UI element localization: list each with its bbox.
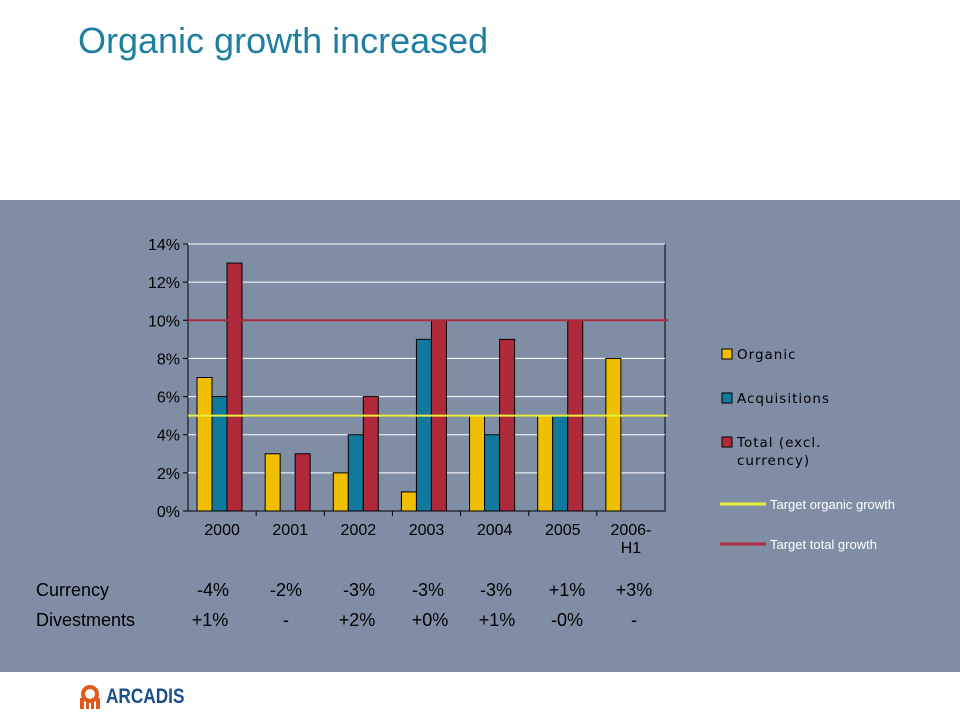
divestments-cell: - [631, 610, 637, 630]
bar-organic-2006-h1 [605, 357, 622, 512]
arcadis-logo-icon [80, 685, 100, 709]
currency-row-label: Currency [36, 580, 110, 600]
currency-cell: +1% [548, 580, 586, 600]
divestments-cell: +1% [478, 610, 516, 630]
x-tick-label: 2003 [409, 522, 445, 539]
bar-organic-2002 [332, 472, 349, 512]
divestments-cell: +2% [338, 610, 376, 630]
x-tick-label: 2001 [272, 522, 308, 539]
y-tick-label: 10% [148, 313, 180, 330]
y-tick-label: 0% [157, 504, 180, 521]
currency-cell: -2% [269, 580, 302, 600]
x-tick-label: 2000 [204, 522, 240, 539]
currency-cell: -3% [479, 580, 512, 600]
divestments-row-label: Divestments [36, 610, 136, 630]
legend-line-label: Target organic growth [770, 497, 895, 512]
bar-total-2001 [294, 453, 311, 512]
legend-label: currency) [737, 453, 810, 469]
divestments-cell: +1% [191, 610, 229, 630]
bar-acquisitions-2004 [484, 434, 501, 512]
x-tick-label: H1 [621, 540, 642, 557]
bar-total-2002 [362, 396, 379, 512]
legend-label: Total (excl. [736, 435, 821, 451]
arcadis-logo: ARCADIS [78, 684, 202, 710]
legend-label: Acquisitions [737, 391, 830, 407]
growth-chart: 0% 2% 4% 6% 8% 10% 12% 14% 2000 2001 2002 2003 2004 2… [148, 237, 895, 557]
x-tick-label: 2004 [477, 522, 513, 539]
bar-total-2004 [499, 338, 516, 512]
legend-label: Organic [737, 347, 797, 363]
bar-organic-2003 [400, 491, 417, 512]
currency-cell: +3% [615, 580, 653, 600]
currency-cell: -4% [196, 580, 229, 600]
arcadis-logo-text: ARCADIS [106, 685, 185, 708]
y-tick-label: 12% [148, 275, 180, 292]
bar-organic-2001 [264, 453, 281, 512]
bar-acquisitions-2000 [211, 396, 228, 512]
x-tick-label: 2006- [610, 522, 651, 539]
bar-organic-2000 [196, 377, 213, 512]
divestments-cell: +0% [411, 610, 449, 630]
bar-organic-2004 [469, 415, 486, 512]
bar-total-2000 [226, 262, 243, 512]
y-tick-label: 14% [148, 237, 180, 254]
legend-swatch [721, 348, 733, 360]
x-tick-label: 2002 [341, 522, 377, 539]
legend-swatch [721, 392, 733, 404]
legend-line-label: Target total growth [770, 537, 877, 552]
bar-acquisitions-2003 [415, 338, 432, 512]
divestments-cell: -0% [550, 610, 583, 630]
y-tick-label: 4% [157, 428, 180, 445]
x-tick-label: 2005 [545, 522, 581, 539]
bar-acquisitions-2005 [552, 415, 569, 512]
legend-swatch [721, 436, 733, 448]
divestments-cell: - [283, 610, 289, 630]
bar-acquisitions-2002 [347, 434, 364, 512]
y-tick-label: 8% [157, 351, 180, 368]
bar-organic-2005 [537, 415, 554, 512]
currency-cell: -3% [342, 580, 375, 600]
y-tick-label: 2% [157, 466, 180, 483]
y-tick-label: 6% [157, 390, 180, 407]
page-title: Organic growth increased [78, 20, 489, 61]
currency-cell: -3% [411, 580, 444, 600]
